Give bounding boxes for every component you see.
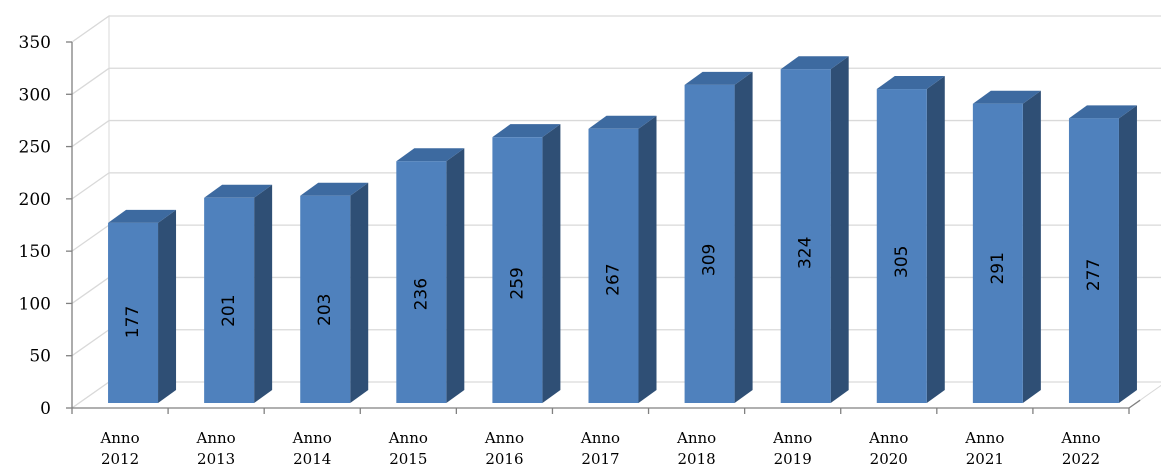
gridline (71, 67, 1161, 95)
x-tick-label: Anno 2022 (1060, 429, 1100, 468)
bar-side (1022, 90, 1041, 403)
bar-front (108, 222, 159, 403)
bar-front (204, 197, 255, 403)
y-tick-label: 350 (19, 33, 51, 53)
y-tick-label: 100 (19, 294, 51, 314)
y-tick-label: 150 (19, 242, 51, 262)
data-label: 201 (219, 294, 239, 326)
side-wall (71, 15, 110, 409)
x-tick-label: Anno 2018 (676, 429, 716, 468)
bar: 267 (588, 115, 657, 404)
bar: 259 (492, 124, 561, 403)
bar: 277 (1068, 105, 1137, 403)
bar-top (1068, 105, 1137, 119)
bar-side (158, 209, 177, 403)
bar-top (972, 90, 1041, 104)
data-label: 309 (700, 244, 720, 276)
bar-front (492, 137, 543, 403)
bar-front (588, 128, 639, 403)
data-label: 177 (123, 306, 143, 338)
axes (66, 41, 1141, 414)
data-label: 203 (315, 293, 335, 325)
x-tick-label: Anno 2016 (484, 429, 524, 468)
data-label: 291 (988, 252, 1008, 284)
data-label: 324 (796, 237, 816, 269)
bar-top (876, 76, 945, 90)
x-tick-label: Anno 2012 (99, 429, 139, 468)
data-label: 277 (1084, 259, 1104, 291)
x-tick-label: Anno 2015 (388, 429, 428, 468)
x-tick-label: Anno 2014 (292, 429, 332, 468)
data-label: 305 (892, 245, 912, 277)
x-axis-depth (1128, 399, 1141, 409)
data-label: 267 (604, 263, 624, 295)
bar: 291 (972, 90, 1041, 403)
bar: 203 (300, 182, 369, 403)
y-tick-labels: 0 50 100 150 200 250 300 350 (19, 33, 51, 419)
x-tick-label: Anno 2019 (772, 429, 812, 468)
bar-front (780, 69, 831, 403)
bar-top (588, 115, 657, 129)
bar: 236 (396, 148, 465, 403)
y-tick-label: 200 (19, 190, 51, 210)
y-tick-label: 300 (19, 85, 51, 105)
bar-side (542, 124, 561, 403)
data-label: 259 (507, 267, 527, 299)
x-tick-label: Anno 2017 (580, 429, 620, 468)
bar-top (204, 184, 273, 198)
bar: 201 (204, 184, 273, 403)
x-tick-labels: Anno 2012 Anno 2013 Anno 2014 Anno 2015 Anno 2016… (99, 429, 1100, 468)
bar-top (684, 71, 753, 85)
bar-front (1068, 118, 1119, 403)
gridline (71, 15, 1161, 43)
bar: 177 (108, 209, 177, 403)
bar-side (1118, 105, 1137, 403)
bar-front (396, 161, 447, 403)
x-tick-label: Anno 2021 (964, 429, 1004, 468)
bar-top (108, 209, 177, 223)
bar-side (446, 148, 465, 403)
bar-front (300, 195, 351, 403)
bar: 309 (684, 71, 753, 404)
x-tick-label: Anno 2020 (868, 429, 908, 468)
bar-side (830, 56, 849, 404)
bar-top (492, 124, 561, 138)
y-tick-label: 0 (40, 399, 51, 419)
bar-side (638, 115, 657, 404)
bar-side (350, 182, 369, 403)
bar-top (300, 182, 369, 196)
bar-top (396, 148, 465, 162)
bar-top (780, 56, 849, 70)
bar-front (972, 103, 1023, 403)
bar: 305 (876, 76, 945, 404)
y-tick-label: 50 (29, 347, 51, 367)
bars: 177 201 203 236 259 267 309 324 305 291 277 (108, 56, 1137, 404)
bar-side (926, 76, 945, 404)
x-tick-label: Anno 2013 (196, 429, 236, 468)
data-label: 236 (411, 278, 431, 310)
bar-side (734, 71, 753, 404)
bar-front (684, 84, 735, 404)
y-tick-label: 250 (19, 138, 51, 158)
bar-front (876, 89, 927, 404)
bar-side (254, 184, 273, 403)
bar: 324 (780, 56, 849, 404)
